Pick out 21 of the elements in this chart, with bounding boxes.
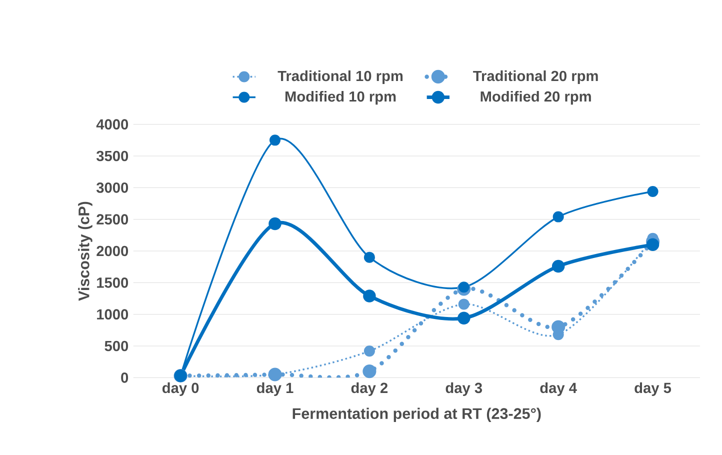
y-tick-label: 500 — [104, 340, 128, 352]
legend-label: Traditional 10 rpm — [278, 70, 403, 84]
y-axis-title: Viscosity (cP) — [78, 202, 92, 301]
y-tick-label: 1000 — [97, 309, 128, 320]
y-tick-label: 3500 — [96, 150, 128, 162]
x-tick-label: day 4 — [540, 382, 577, 396]
legend-label: Modified 10 rpm — [285, 90, 396, 105]
y-tick-label: 2000 — [96, 246, 128, 256]
y-tick-label: 0 — [121, 372, 128, 383]
y-tick-label: 4000 — [96, 119, 128, 130]
y-tick-label: 3000 — [96, 182, 128, 193]
x-tick-label: day 2 — [351, 382, 388, 396]
legend-label: Modified 20 rpm — [480, 90, 591, 105]
x-tick-label: day 1 — [256, 382, 294, 396]
x-tick-label: day 5 — [634, 382, 672, 396]
x-axis-title: Fermentation period at RT (23-25°) — [292, 408, 541, 422]
x-tick-label: day 0 — [162, 382, 199, 396]
legend-label: Traditional 20 rpm — [473, 70, 598, 84]
x-tick-label: day 3 — [446, 382, 482, 396]
y-tick-label: 1500 — [97, 278, 128, 288]
y-tick-label: 2500 — [96, 214, 128, 225]
